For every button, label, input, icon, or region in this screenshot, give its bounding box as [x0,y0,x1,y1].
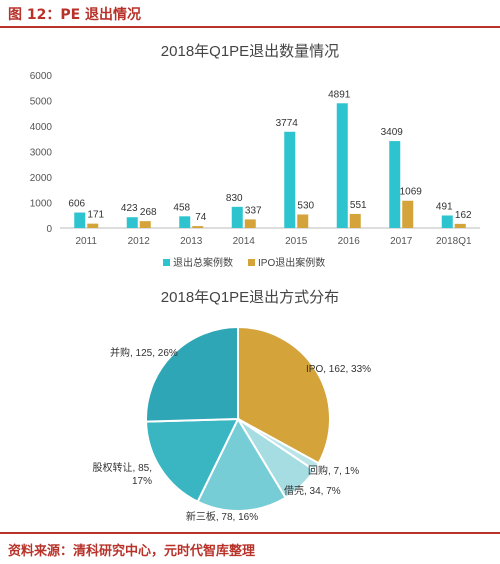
y-tick-label: 2000 [30,173,53,184]
bar-data-label: 4891 [328,89,351,100]
x-tick-label: 2015 [285,236,308,247]
x-tick-label: 2011 [75,236,97,247]
bar-data-label: 830 [226,193,243,204]
bar-data-label: 491 [436,201,453,212]
pie-slice-label: 回购, 7, 1% [308,464,359,477]
bar-data-label: 423 [121,203,138,214]
bar [402,200,414,228]
pie-slice-label: IPO, 162, 33% [306,364,371,375]
bar [139,221,151,228]
pie-slice [237,325,331,465]
y-tick-label: 5000 [30,97,53,108]
x-tick-label: 2013 [180,236,203,247]
bar [74,212,86,228]
x-tick-label: 2017 [390,236,413,247]
legend-label: IPO退出案例数 [258,256,325,269]
y-tick-label: 4000 [30,122,53,133]
source-note: 资料来源：清科研究中心，元时代智库整理 [8,544,256,559]
bar-data-label: 162 [455,210,472,221]
x-tick-label: 2016 [338,236,361,247]
bar-y-axis: 0 1000 2000 3000 4000 5000 6000 [30,71,53,235]
bar [284,131,296,228]
bar [244,219,256,228]
bar-data-label: 74 [195,212,207,223]
bar [231,206,243,228]
bar-data-label: 1069 [400,187,423,198]
bar-data-label: 606 [68,199,85,210]
bar-data-label: 458 [173,202,190,213]
bar [349,213,361,228]
bar-data-label: 171 [87,210,104,221]
pie-chart: 2018年Q1PE退出方式分布 IPO, 162, 33% 回购, 7, 1% 借壳… [93,289,372,523]
bar-data-label: 3409 [381,127,404,138]
bar [179,216,191,228]
top-rule [0,26,500,28]
bar [192,226,204,228]
bar-chart: 2018年Q1PE退出数量情况 0 1000 2000 3000 4000 5000 600… [30,43,480,269]
bar [87,223,99,228]
pie-slice-label: 借壳, 34, 7% [284,484,341,497]
y-tick-label: 1000 [30,199,53,210]
pie-slice [145,325,239,423]
figure-title: 图 12：PE 退出情况 [8,7,142,23]
bar [441,215,453,228]
bar-data-label: 530 [297,200,314,211]
bottom-rule [0,532,500,534]
bar-data-label: 3774 [276,118,299,129]
bar [454,223,466,228]
x-tick-label: 2018Q1 [436,236,472,247]
bar-data-label: 268 [140,207,157,218]
legend-label: 退出总案例数 [173,256,233,269]
bar [389,141,401,228]
pie-slice-label: 股权转让, 85, 17% [93,461,153,487]
bar [336,103,348,228]
pie-chart-title: 2018年Q1PE退出方式分布 [161,289,339,306]
legend-swatch [248,259,255,266]
pie-slice [196,416,287,512]
bar-data-label: 551 [350,200,367,211]
legend-swatch [163,259,170,266]
pie-plot: IPO, 162, 33% 回购, 7, 1% 借壳, 34, 7% 新三板, 78,… [93,325,371,523]
bar [297,214,309,228]
bar [126,217,138,228]
x-tick-label: 2014 [233,236,256,247]
pie-slice [145,417,240,504]
x-tick-label: 2012 [128,236,151,247]
bar-chart-title: 2018年Q1PE退出数量情况 [161,43,339,60]
bar-legend: 退出总案例数 IPO退出案例数 [163,256,325,269]
pie-slice-label: 新三板, 78, 16% [186,510,258,523]
bar-data-label: 337 [245,205,262,216]
y-tick-label: 6000 [30,71,53,82]
pie-slice-label: 并购, 125, 26% [110,346,178,359]
y-tick-label: 0 [46,224,52,235]
y-tick-label: 3000 [30,148,53,159]
